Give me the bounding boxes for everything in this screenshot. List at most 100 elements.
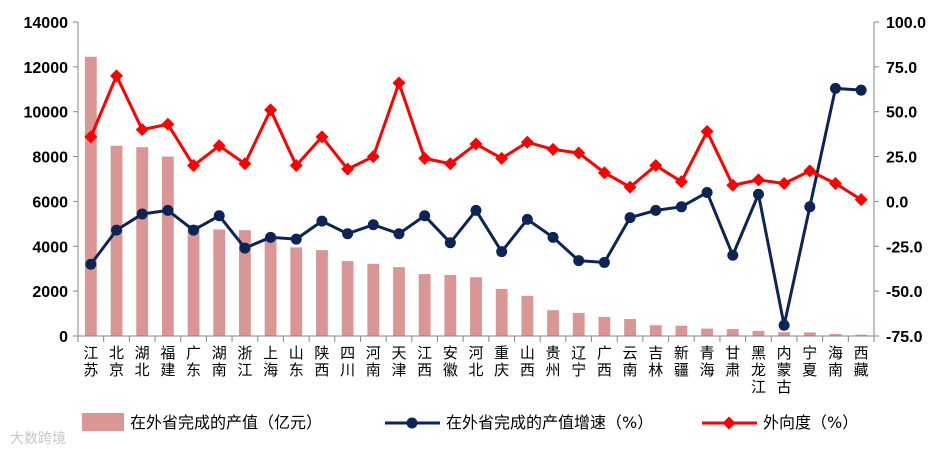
outward-point — [649, 159, 663, 173]
bar — [341, 261, 354, 336]
legend: 在外省完成的产值（亿元） 在外省完成的产值增速（%） 外向度（%） — [82, 413, 858, 432]
bar — [778, 332, 791, 336]
outward-point — [84, 130, 98, 144]
outward-point — [572, 146, 586, 160]
growth-point — [290, 233, 302, 245]
right-tick-label: -50.0 — [886, 284, 923, 301]
bar — [470, 277, 482, 336]
bar — [393, 267, 405, 336]
growth-point — [188, 224, 200, 236]
right-tick-label: 100.0 — [886, 15, 926, 32]
category-label: 青海 — [700, 344, 715, 379]
growth-point — [342, 228, 354, 240]
bar — [161, 156, 174, 336]
growth-point — [829, 82, 841, 94]
growth-point — [444, 237, 456, 249]
growth-point — [727, 249, 739, 261]
outward-point — [161, 117, 175, 131]
outward-point — [854, 193, 868, 207]
outward-point — [777, 176, 791, 190]
bar — [418, 274, 431, 336]
right-tick-label: -25.0 — [886, 239, 923, 256]
outward-point — [495, 151, 509, 165]
left-tick-label: 4000 — [32, 239, 68, 256]
outward-point — [803, 164, 817, 178]
left-tick-label: 14000 — [24, 15, 69, 32]
outward-point — [315, 130, 329, 144]
left-tick-label: 6000 — [32, 194, 68, 211]
outward-point — [366, 150, 380, 164]
category-label: 西藏 — [854, 344, 869, 379]
category-label: 重庆 — [494, 344, 509, 379]
bar — [213, 229, 226, 336]
growth-point — [162, 204, 174, 216]
growth-point — [393, 228, 405, 240]
growth-point — [624, 212, 636, 224]
bar — [752, 330, 765, 336]
outward-point — [828, 176, 842, 190]
outward-point — [392, 76, 406, 90]
bar — [726, 329, 739, 336]
bar — [803, 332, 816, 336]
growth-point — [496, 246, 508, 258]
category-label: 黑龙江 — [751, 344, 766, 396]
growth-point — [804, 201, 816, 213]
category-label: 吉林 — [648, 344, 663, 379]
bar — [572, 312, 585, 336]
left-tick-label: 10000 — [24, 105, 69, 122]
growth-point — [675, 201, 687, 213]
growth-point — [701, 186, 713, 198]
outward-point — [238, 157, 252, 171]
bar — [290, 247, 303, 336]
category-label: 云南 — [623, 344, 638, 379]
growth-point — [598, 256, 610, 268]
growth-point — [855, 84, 867, 96]
category-label: 广东 — [186, 344, 201, 379]
category-label: 福建 — [160, 344, 175, 379]
bar — [264, 237, 277, 336]
bar — [624, 318, 636, 336]
category-label: 辽宁 — [571, 344, 586, 379]
category-label: 内蒙古 — [777, 344, 792, 396]
category-label: 河南 — [366, 344, 381, 379]
bar — [367, 263, 380, 336]
outward-point — [469, 137, 483, 151]
bar — [547, 310, 559, 336]
growth-point — [419, 210, 431, 222]
growth-point — [265, 231, 277, 243]
growth-point — [111, 224, 123, 236]
bar — [701, 328, 714, 336]
growth-point — [367, 219, 379, 231]
bar — [444, 274, 457, 336]
category-label: 广西 — [597, 344, 612, 379]
legend-marker-growth — [406, 417, 418, 429]
outward-point — [520, 135, 534, 149]
outward-point — [418, 151, 432, 165]
growth-point — [521, 213, 533, 225]
outward-point — [443, 157, 457, 171]
outward-point — [700, 124, 714, 138]
legend-marker-outward — [722, 416, 736, 430]
bar-series — [84, 56, 868, 337]
bar — [521, 295, 534, 336]
growth-point — [573, 255, 585, 267]
growth-point — [85, 258, 97, 270]
right-tick-label: 75.0 — [886, 60, 917, 77]
outward-point — [135, 123, 149, 137]
outward-point — [110, 69, 124, 83]
category-label: 四川 — [340, 344, 355, 379]
category-label: 陕西 — [314, 344, 329, 379]
category-label: 甘肃 — [725, 344, 740, 379]
outward-point — [726, 178, 740, 192]
left-tick-label: 2000 — [32, 284, 68, 301]
category-label: 北京 — [109, 344, 124, 379]
outward-point — [264, 103, 278, 117]
line-series — [84, 69, 868, 331]
outward-point — [623, 180, 637, 194]
right-tick-label: -75.0 — [886, 329, 923, 346]
category-label: 山西 — [520, 344, 535, 379]
legend-label-bar: 在外省完成的产值（亿元） — [130, 413, 322, 432]
category-label: 山东 — [289, 344, 304, 379]
outward-point — [341, 162, 355, 176]
